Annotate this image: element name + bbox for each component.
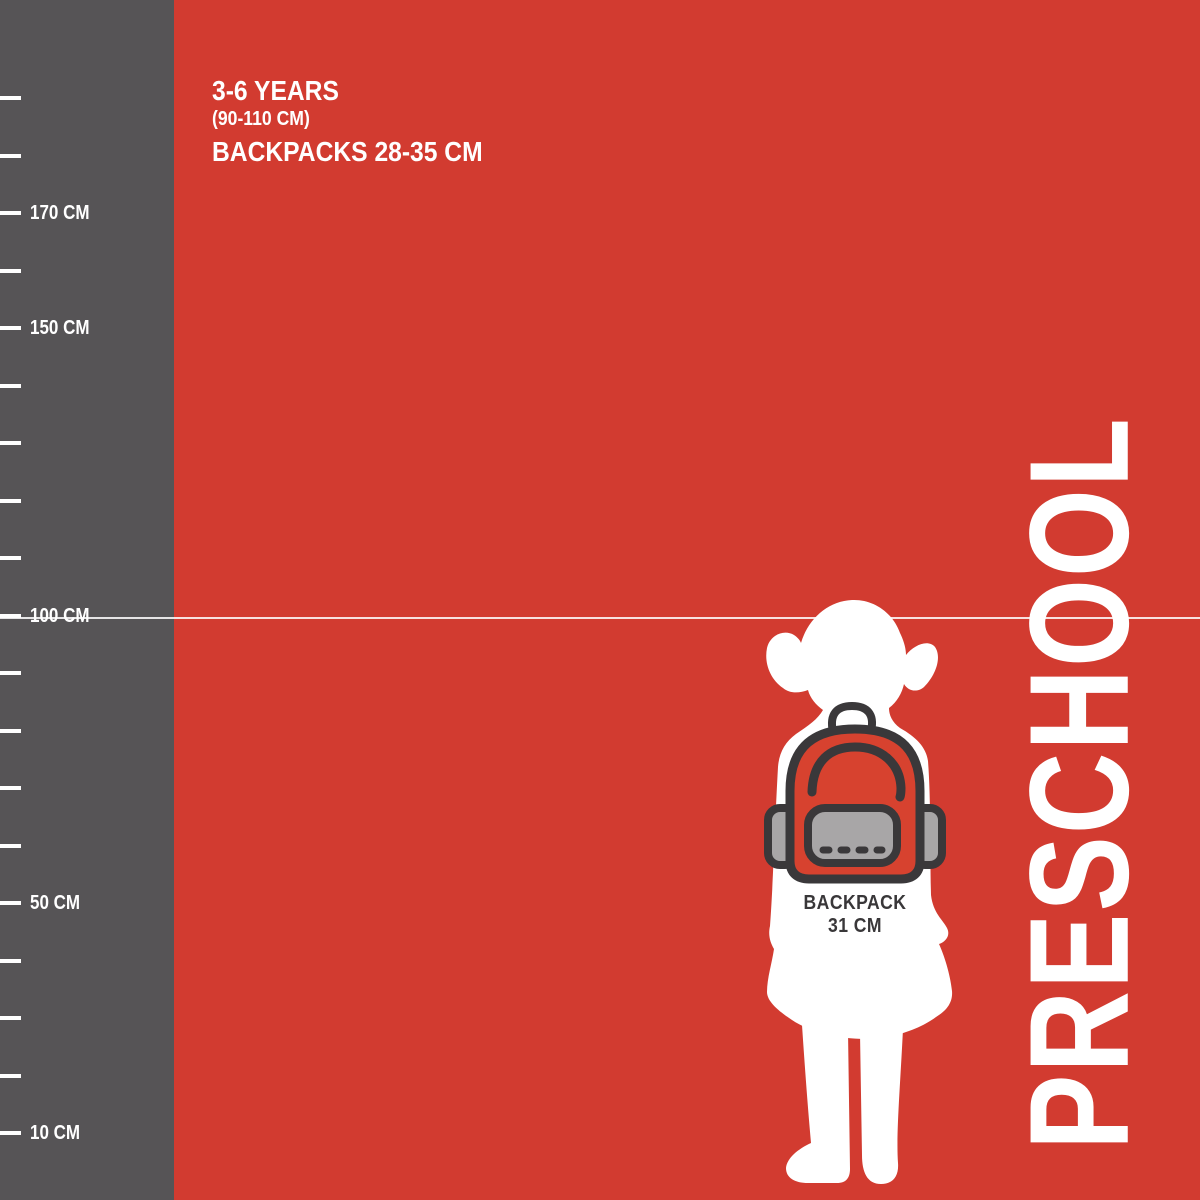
backpack-caption-line1: BACKPACK: [803, 892, 907, 914]
ruler-strip: 10 CM 50 CM 100 CM 150 CM 170 CM: [0, 0, 174, 1200]
ruler-label-170cm: 170 CM: [30, 202, 90, 224]
height-range-label: (90-110 CM): [212, 108, 310, 130]
age-range-label: 3-6 YEARS: [212, 75, 339, 106]
ruler-label-100cm: 100 CM: [30, 604, 90, 627]
ruler-label-50cm: 50 CM: [30, 892, 81, 914]
ruler-tick-50cm: [0, 901, 21, 905]
ruler-tick-90cm: [0, 671, 21, 675]
ruler-tick-40cm: [0, 958, 21, 963]
ruler-tick-20cm: [0, 1073, 21, 1078]
girl-right-leg: [860, 1029, 903, 1184]
backpack-front-pocket: [804, 804, 901, 867]
backpack-size-caption: BACKPACK 31 CM: [754, 892, 956, 938]
backpack-icon: [764, 701, 946, 884]
ruler-tick-110cm: [0, 556, 21, 560]
backpack-sizes-label: BACKPACKS 28-35 CM: [212, 136, 483, 167]
ruler-tick-100cm: [0, 613, 21, 618]
ruler-label-10cm: 10 CM: [30, 1122, 81, 1144]
backpack-caption-line2: 31 CM: [827, 915, 883, 937]
ruler-tick-70cm: [0, 786, 21, 790]
ruler-tick-120cm: [0, 498, 21, 503]
ruler-tick-170cm: [0, 211, 21, 215]
ruler-tick-160cm: [0, 268, 21, 273]
header-block: 3-6 YEARS (90-110 CM) BACKPACKS 28-35 CM: [212, 77, 483, 166]
ruler-tick-60cm: [0, 843, 21, 848]
ruler-tick-80cm: [0, 728, 21, 733]
category-label-text: PRESCHOOL: [1000, 416, 1158, 1150]
ruler-tick-30cm: [0, 1016, 21, 1020]
child-silhouette-graphic: [764, 599, 953, 1184]
reference-line-100cm: [0, 617, 1200, 619]
ruler-tick-140cm: [0, 383, 21, 388]
ruler-tick-130cm: [0, 441, 21, 445]
backpack-flap-seam: [807, 742, 906, 802]
ruler-tick-10cm: [0, 1131, 21, 1135]
girl-left-leg: [786, 1025, 850, 1183]
backpack-handle: [828, 701, 876, 736]
ruler-tick-180cm: [0, 153, 21, 158]
ruler-tick-150cm: [0, 326, 21, 330]
ruler-tick-190cm: [0, 96, 21, 100]
ruler-label-150cm: 150 CM: [30, 317, 90, 339]
